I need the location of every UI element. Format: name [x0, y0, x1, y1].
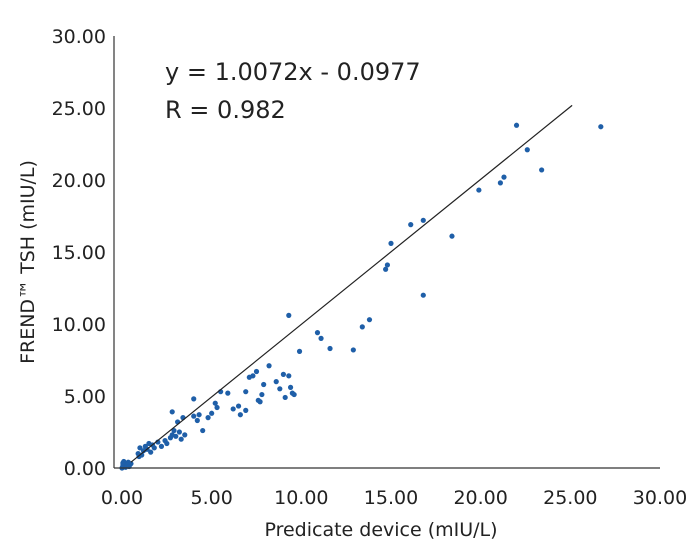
data-point — [350, 347, 356, 353]
data-point — [178, 436, 184, 442]
data-point — [259, 391, 265, 398]
data-point — [277, 386, 283, 392]
y-tick-label: 10.00 — [52, 314, 106, 336]
data-point — [209, 410, 215, 416]
x-tick-label: 20.00 — [453, 487, 507, 509]
data-point — [205, 415, 211, 421]
trendline — [130, 104, 573, 463]
data-point — [383, 266, 389, 272]
data-point — [243, 407, 249, 413]
y-axis-title: FREND™ TSH (mIU/L) — [17, 160, 39, 364]
x-tick-label: 25.00 — [543, 487, 597, 509]
data-point — [212, 400, 218, 406]
data-point — [420, 292, 426, 298]
data-point — [420, 217, 426, 223]
x-tick-label: 10.00 — [274, 487, 328, 509]
data-point — [257, 399, 263, 405]
y-tick-label: 15.00 — [52, 242, 106, 264]
y-tick-label: 5.00 — [64, 386, 106, 408]
x-axis-title: Predicate device (mIU/L) — [264, 519, 497, 541]
data-point — [598, 124, 604, 130]
data-point — [169, 409, 175, 415]
data-point — [237, 412, 243, 418]
data-point — [408, 222, 414, 228]
y-tick-labels: 0.00 5.00 10.00 15.00 20.00 25.00 30.00 — [52, 26, 106, 480]
trendline-group — [130, 104, 573, 463]
data-point — [191, 413, 197, 419]
data-point — [286, 373, 292, 379]
data-point — [225, 390, 231, 396]
data-point — [501, 174, 507, 180]
correlation-coefficient: R = 0.982 — [165, 96, 286, 124]
data-point — [266, 363, 272, 369]
data-point — [235, 403, 242, 409]
data-point — [280, 371, 286, 377]
data-point — [261, 381, 267, 388]
data-point — [359, 324, 365, 330]
data-point — [524, 147, 530, 153]
data-point — [314, 330, 321, 336]
data-point — [539, 167, 545, 173]
data-point — [176, 429, 182, 435]
data-point — [327, 345, 333, 352]
data-point — [476, 187, 482, 193]
data-point — [196, 412, 202, 418]
x-tick-label: 30.00 — [633, 487, 687, 509]
data-point — [250, 373, 256, 379]
data-point — [148, 449, 154, 455]
data-point — [200, 427, 206, 434]
data-point — [286, 312, 292, 318]
data-point — [513, 122, 520, 128]
data-point — [287, 384, 294, 390]
data-point — [164, 440, 170, 447]
regression-equation: y = 1.0072x - 0.0977 — [165, 58, 421, 86]
data-point — [182, 432, 188, 438]
data-point — [282, 394, 288, 401]
x-tick-label: 5.00 — [191, 487, 233, 509]
data-point — [384, 262, 391, 268]
y-tick-label: 30.00 — [52, 26, 106, 48]
data-point — [449, 233, 455, 239]
data-point — [120, 460, 126, 466]
x-tick-label: 0.00 — [101, 487, 143, 509]
x-tick-label: 15.00 — [364, 487, 418, 509]
data-point — [366, 317, 373, 323]
y-tick-label: 0.00 — [64, 458, 106, 480]
data-point — [388, 240, 394, 246]
data-point — [253, 368, 260, 375]
y-tick-label: 25.00 — [52, 98, 106, 120]
data-point — [291, 391, 297, 398]
data-point — [151, 445, 157, 451]
x-tick-labels: 0.00 5.00 10.00 15.00 20.00 25.00 30.00 — [101, 487, 687, 509]
data-points — [119, 122, 604, 471]
data-point — [137, 445, 143, 451]
data-point — [194, 417, 200, 424]
data-point — [243, 389, 249, 395]
data-point — [191, 396, 197, 402]
data-point — [173, 433, 179, 439]
data-point — [497, 180, 503, 186]
data-point — [318, 335, 324, 341]
data-point — [296, 348, 303, 354]
data-point — [158, 443, 165, 449]
data-point — [273, 379, 279, 385]
data-point — [171, 427, 177, 434]
data-point — [214, 404, 220, 411]
y-tick-label: 20.00 — [52, 170, 106, 192]
data-point — [230, 406, 236, 412]
